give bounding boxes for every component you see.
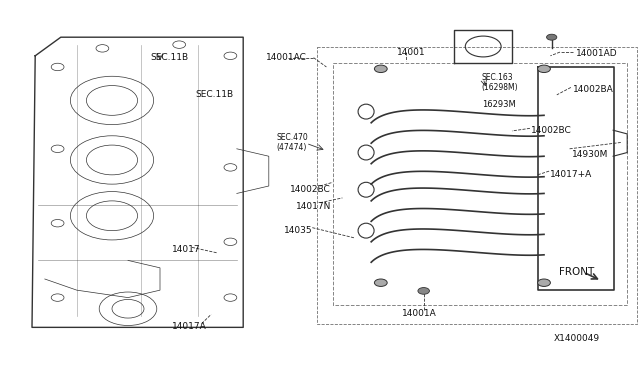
- Circle shape: [374, 279, 387, 286]
- Circle shape: [374, 65, 387, 73]
- Circle shape: [418, 288, 429, 294]
- Text: 14001AD: 14001AD: [576, 49, 618, 58]
- Text: 14001AC: 14001AC: [266, 53, 307, 62]
- Text: 14001: 14001: [397, 48, 426, 57]
- Text: SEC.11B: SEC.11B: [150, 53, 189, 62]
- Text: 14002BA: 14002BA: [573, 85, 614, 94]
- Text: 14001A: 14001A: [402, 309, 436, 318]
- Text: 14035: 14035: [284, 226, 313, 235]
- Text: 16293M: 16293M: [483, 100, 516, 109]
- Text: X1400049: X1400049: [554, 334, 600, 343]
- Text: 14017+A: 14017+A: [550, 170, 593, 179]
- Text: 14930M: 14930M: [572, 150, 608, 159]
- Text: SEC.163
(16298M): SEC.163 (16298M): [481, 73, 518, 92]
- Text: 14017A: 14017A: [172, 322, 206, 331]
- Circle shape: [547, 34, 557, 40]
- Text: 14002BC: 14002BC: [290, 185, 331, 194]
- Circle shape: [538, 65, 550, 73]
- Text: FRONT: FRONT: [559, 267, 594, 276]
- Text: 14017: 14017: [172, 245, 200, 254]
- Text: 14002BC: 14002BC: [531, 126, 572, 135]
- Text: 14017N: 14017N: [296, 202, 332, 211]
- Text: SEC.470
(47474): SEC.470 (47474): [276, 133, 308, 152]
- Text: SEC.11B: SEC.11B: [195, 90, 234, 99]
- Circle shape: [538, 279, 550, 286]
